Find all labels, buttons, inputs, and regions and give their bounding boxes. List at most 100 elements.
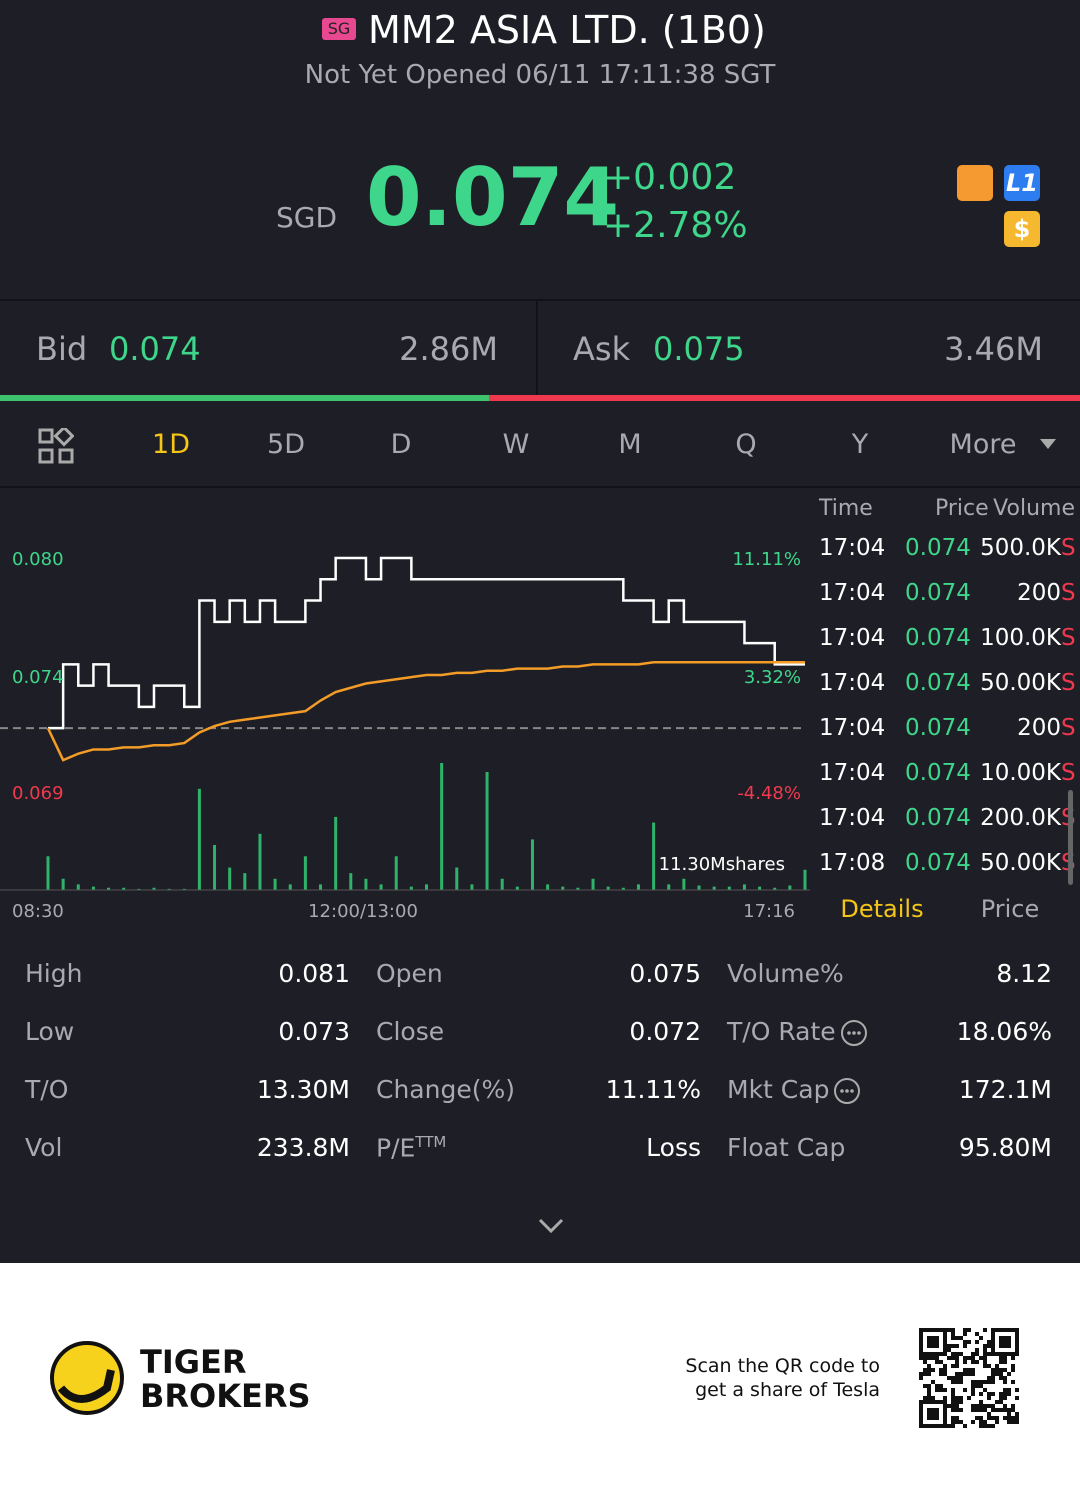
icon[interactable] [957, 165, 993, 201]
icon[interactable]: $ [1004, 211, 1040, 247]
label: Close [376, 1017, 445, 1046]
volume-bar [803, 869, 807, 890]
tab[interactable]: Details [840, 895, 924, 923]
volume-bar [773, 887, 777, 890]
volume-bar [61, 878, 65, 890]
volume-bar [682, 878, 686, 890]
value: 172.1M [958, 1075, 1052, 1104]
volume-bar [500, 878, 504, 890]
label: T/O Rate [727, 1019, 868, 1047]
label: T/O [25, 1075, 69, 1104]
volume-bar [561, 886, 565, 890]
label: Mkt Cap [727, 1077, 861, 1105]
value: 18.06% [956, 1017, 1052, 1046]
volume: 200 [1017, 580, 1061, 606]
volume-bar [349, 873, 353, 890]
qr-code[interactable] [919, 1328, 1019, 1428]
volume-bar [182, 888, 186, 890]
expand[interactable] [538, 1218, 564, 1234]
divider [0, 299, 1080, 301]
value: 0.081 [278, 959, 350, 988]
volume-bar [697, 885, 701, 890]
time: 17:04 [819, 760, 886, 786]
volume-bar [273, 878, 277, 890]
volume-bar [46, 856, 50, 890]
value: 233.8M [256, 1133, 350, 1162]
info-icon[interactable] [833, 1077, 861, 1105]
volume-label: 11.30Mshares [659, 854, 785, 875]
volume: 200.0K [980, 805, 1061, 831]
volume-bar [470, 884, 474, 890]
side: S [1061, 760, 1076, 786]
volume: 500.0K [980, 535, 1061, 561]
label: Bid [36, 330, 88, 368]
bid: 0.074 [109, 330, 201, 368]
volume-bar [122, 887, 126, 890]
volume-bar [319, 884, 323, 890]
tab[interactable]: M [618, 429, 642, 460]
scan-text: get a share of Tesla [695, 1379, 880, 1401]
value: 13.30M [256, 1075, 350, 1104]
label: Volume% [727, 959, 844, 988]
bid-size: 2.86M [399, 330, 498, 368]
price: 0.074 [905, 580, 971, 606]
superscript: TTM [415, 1133, 447, 1151]
value: 0.072 [629, 1017, 701, 1046]
tab[interactable]: Y [851, 429, 869, 460]
pct-label: 11.11% [732, 549, 801, 570]
price: 0.074 [905, 715, 971, 741]
volume-bar [727, 886, 731, 890]
header: Volume [993, 496, 1075, 521]
tab[interactable]: 5D [267, 429, 305, 460]
time: 17:08 [819, 850, 886, 876]
volume-bar [652, 822, 656, 890]
volume-bar [288, 884, 292, 890]
label: Open [376, 959, 443, 988]
volume-bar [606, 886, 610, 890]
time: 17:04 [819, 670, 886, 696]
tab[interactable]: D [390, 429, 412, 460]
volume-bar [591, 878, 595, 890]
icon[interactable]: L1 [1004, 165, 1040, 201]
price: 0.074 [905, 850, 971, 876]
volume-bar [530, 839, 534, 890]
side: S [1061, 625, 1076, 651]
tab[interactable]: Price [980, 895, 1040, 923]
label: High [25, 959, 83, 988]
label: P/ETTM [376, 1133, 447, 1163]
volume: 100.0K [980, 625, 1061, 651]
bid-bar [0, 395, 489, 401]
time: 17:04 [819, 805, 886, 831]
volume-bar [758, 886, 762, 890]
time: 17:04 [819, 580, 886, 606]
time: 17:04 [819, 625, 886, 651]
badge: SG [322, 18, 356, 40]
x-label: 17:16 [743, 901, 795, 922]
tab[interactable]: More [949, 429, 1017, 460]
info-icon[interactable] [840, 1019, 868, 1047]
price: 0.074 [366, 151, 620, 244]
tab[interactable]: W [502, 429, 530, 460]
label: Change(%) [376, 1075, 515, 1104]
volume-bar [197, 788, 201, 890]
label: Ask [573, 330, 631, 368]
x-label: 08:30 [12, 901, 64, 922]
tab[interactable]: 1D [152, 429, 190, 460]
time: 17:04 [819, 715, 886, 741]
volume: 50.00K [980, 850, 1061, 876]
brand: BROKERS [140, 1377, 311, 1415]
layout-icon[interactable] [38, 428, 74, 464]
tab[interactable]: Q [735, 429, 757, 460]
label: Vol [25, 1133, 63, 1162]
scan-text: Scan the QR code to [685, 1355, 880, 1377]
volume-bar [137, 888, 141, 890]
value: 0.073 [278, 1017, 350, 1046]
divider [536, 300, 538, 395]
divider [0, 486, 1080, 488]
average-line [46, 660, 805, 762]
side: S [1061, 535, 1076, 561]
time: 17:04 [819, 535, 886, 561]
volume-bar [515, 886, 519, 890]
dropdown[interactable] [1040, 439, 1056, 451]
price: 0.074 [905, 535, 971, 561]
